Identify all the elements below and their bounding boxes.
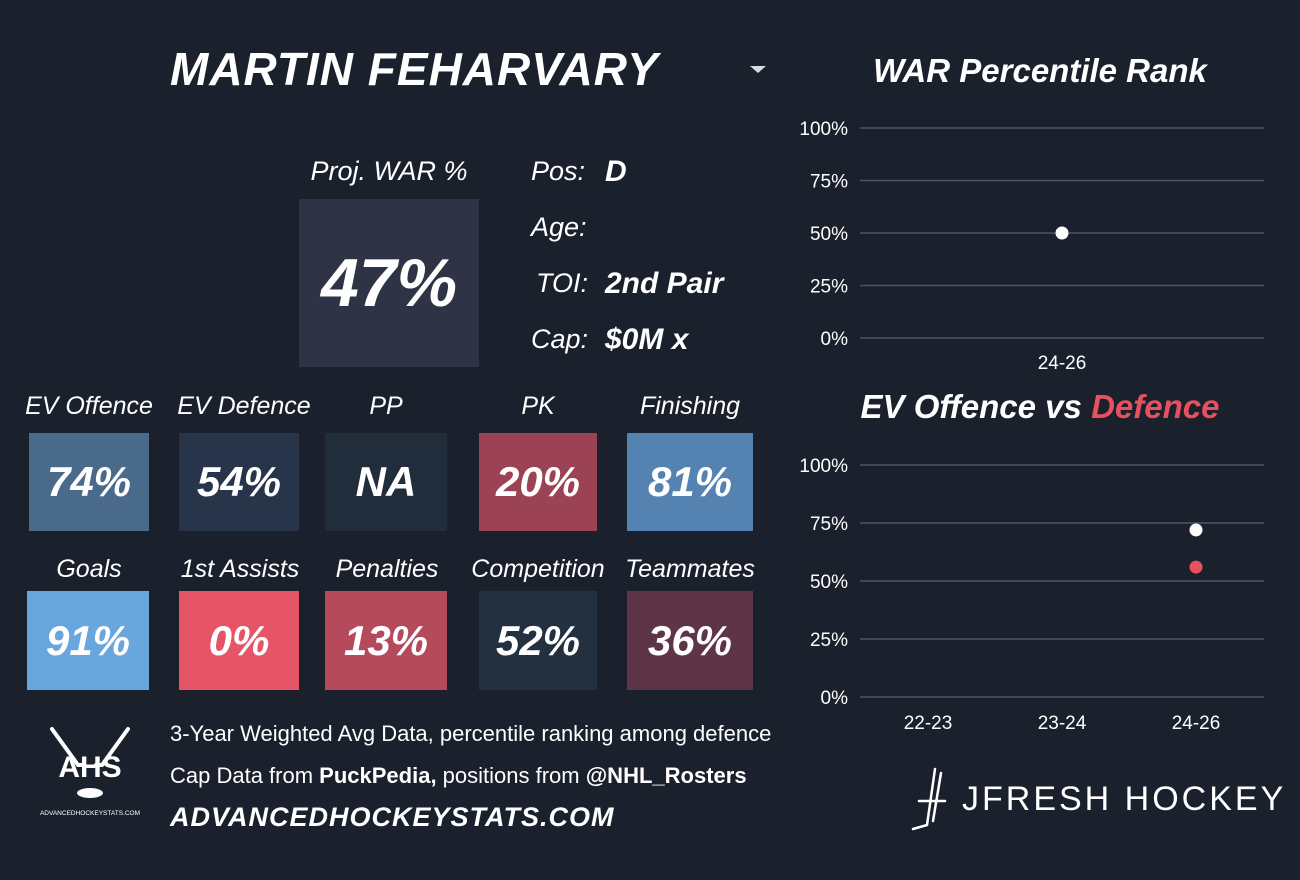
metric-tile-pk: 20%	[479, 433, 597, 531]
x-tick-label: 24-26	[1172, 713, 1221, 734]
y-tick-label: 100%	[799, 456, 848, 477]
metric-label-ev-defence: EV Defence	[177, 392, 311, 420]
x-tick-label: 23-24	[1038, 713, 1087, 734]
data-point	[1189, 523, 1203, 537]
y-tick-label: 75%	[810, 172, 848, 193]
x-tick-label: 24-26	[1038, 353, 1087, 374]
metric-label-penalties: Penalties	[335, 555, 439, 583]
metric-label-pp: PP	[369, 392, 403, 420]
metric-tile-penalties: 13%	[325, 591, 447, 690]
metric-label-goals: Goals	[56, 555, 122, 583]
footer-website-link[interactable]: ADVANCEDHOCKEYSTATS.COM	[170, 802, 615, 832]
ev-off-def-title-part1: EV Offence vs	[860, 388, 1092, 425]
ev-off-def-chart-title: EV Offence vs Defence	[860, 388, 1220, 426]
ahs-logo-url: ADVANCEDHOCKEYSTATS.COM	[40, 810, 140, 817]
ahs-logo-text: AHS	[58, 751, 121, 784]
player-select-dropdown-icon[interactable]	[750, 66, 766, 73]
jfresh-stick-icon	[911, 767, 947, 831]
proj-war-label: Proj. WAR %	[310, 156, 468, 186]
metric-label-teammates: Teammates	[625, 555, 755, 583]
metric-label-competition: Competition	[471, 555, 605, 583]
footer-positions-mid: positions from	[436, 763, 586, 788]
y-tick-label: 50%	[810, 572, 848, 593]
metric-tile-goals: 91%	[27, 591, 149, 690]
footer-source-note: Cap Data from PuckPedia, positions from …	[170, 763, 747, 789]
ev-off-def-title-defence: Defence	[1091, 388, 1220, 425]
footer-data-note: 3-Year Weighted Avg Data, percentile ran…	[170, 721, 772, 746]
pos-value: D	[605, 155, 627, 188]
y-tick-label: 25%	[810, 630, 848, 651]
metric-tile-competition: 52%	[479, 591, 597, 690]
toi-label: TOI:	[536, 268, 589, 298]
y-tick-label: 25%	[810, 277, 848, 298]
data-point	[1189, 560, 1203, 574]
nhl-rosters-handle[interactable]: @NHL_Rosters	[585, 763, 747, 788]
metric-tile-ev-offence: 74%	[29, 433, 149, 531]
proj-war-value: 47%	[299, 199, 479, 367]
pos-label: Pos:	[531, 156, 586, 186]
jfresh-hockey-brand: JFRESH HOCKEY	[962, 780, 1287, 818]
war-rank-chart-title: WAR Percentile Rank	[873, 52, 1207, 89]
hockey-sticks-icon	[50, 727, 130, 767]
x-tick-label: 22-23	[904, 713, 953, 734]
metric-tile-ev-defence: 54%	[179, 433, 299, 531]
puck-icon	[77, 788, 103, 798]
metric-tile-pp: NA	[325, 433, 447, 531]
ev-off-def-chart: 100% 75% 50% 25% 0% 22-23 23-24 24-26	[799, 456, 1264, 734]
cap-value: $0M x	[605, 323, 689, 356]
cap-label: Cap:	[531, 324, 589, 354]
age-label: Age:	[531, 212, 587, 242]
metric-label-finishing: Finishing	[639, 392, 741, 420]
metric-tile-finishing: 81%	[627, 433, 753, 531]
player-name: MARTIN FEHARVARY	[170, 43, 659, 95]
ahs-logo: AHS ADVANCEDHOCKEYSTATS.COM	[40, 727, 140, 817]
metric-label-1st-assists: 1st Assists	[180, 555, 300, 583]
metric-label-ev-offence: EV Offence	[25, 392, 153, 420]
y-tick-label: 100%	[799, 119, 848, 140]
toi-value: 2nd Pair	[605, 267, 724, 300]
footer-cap-prefix: Cap Data from	[170, 763, 320, 788]
war-rank-chart: 100% 75% 50% 25% 0% 24-26	[799, 119, 1264, 374]
y-tick-label: 50%	[810, 224, 848, 245]
y-tick-label: 75%	[810, 514, 848, 535]
metric-tile-teammates: 36%	[627, 591, 753, 690]
puckpedia-link[interactable]: PuckPedia,	[319, 763, 437, 788]
y-tick-label: 0%	[821, 329, 849, 350]
y-tick-label: 0%	[821, 688, 849, 709]
data-point	[1055, 226, 1069, 240]
metric-label-pk: PK	[521, 392, 555, 420]
metric-tile-1st-assists: 0%	[179, 591, 299, 690]
